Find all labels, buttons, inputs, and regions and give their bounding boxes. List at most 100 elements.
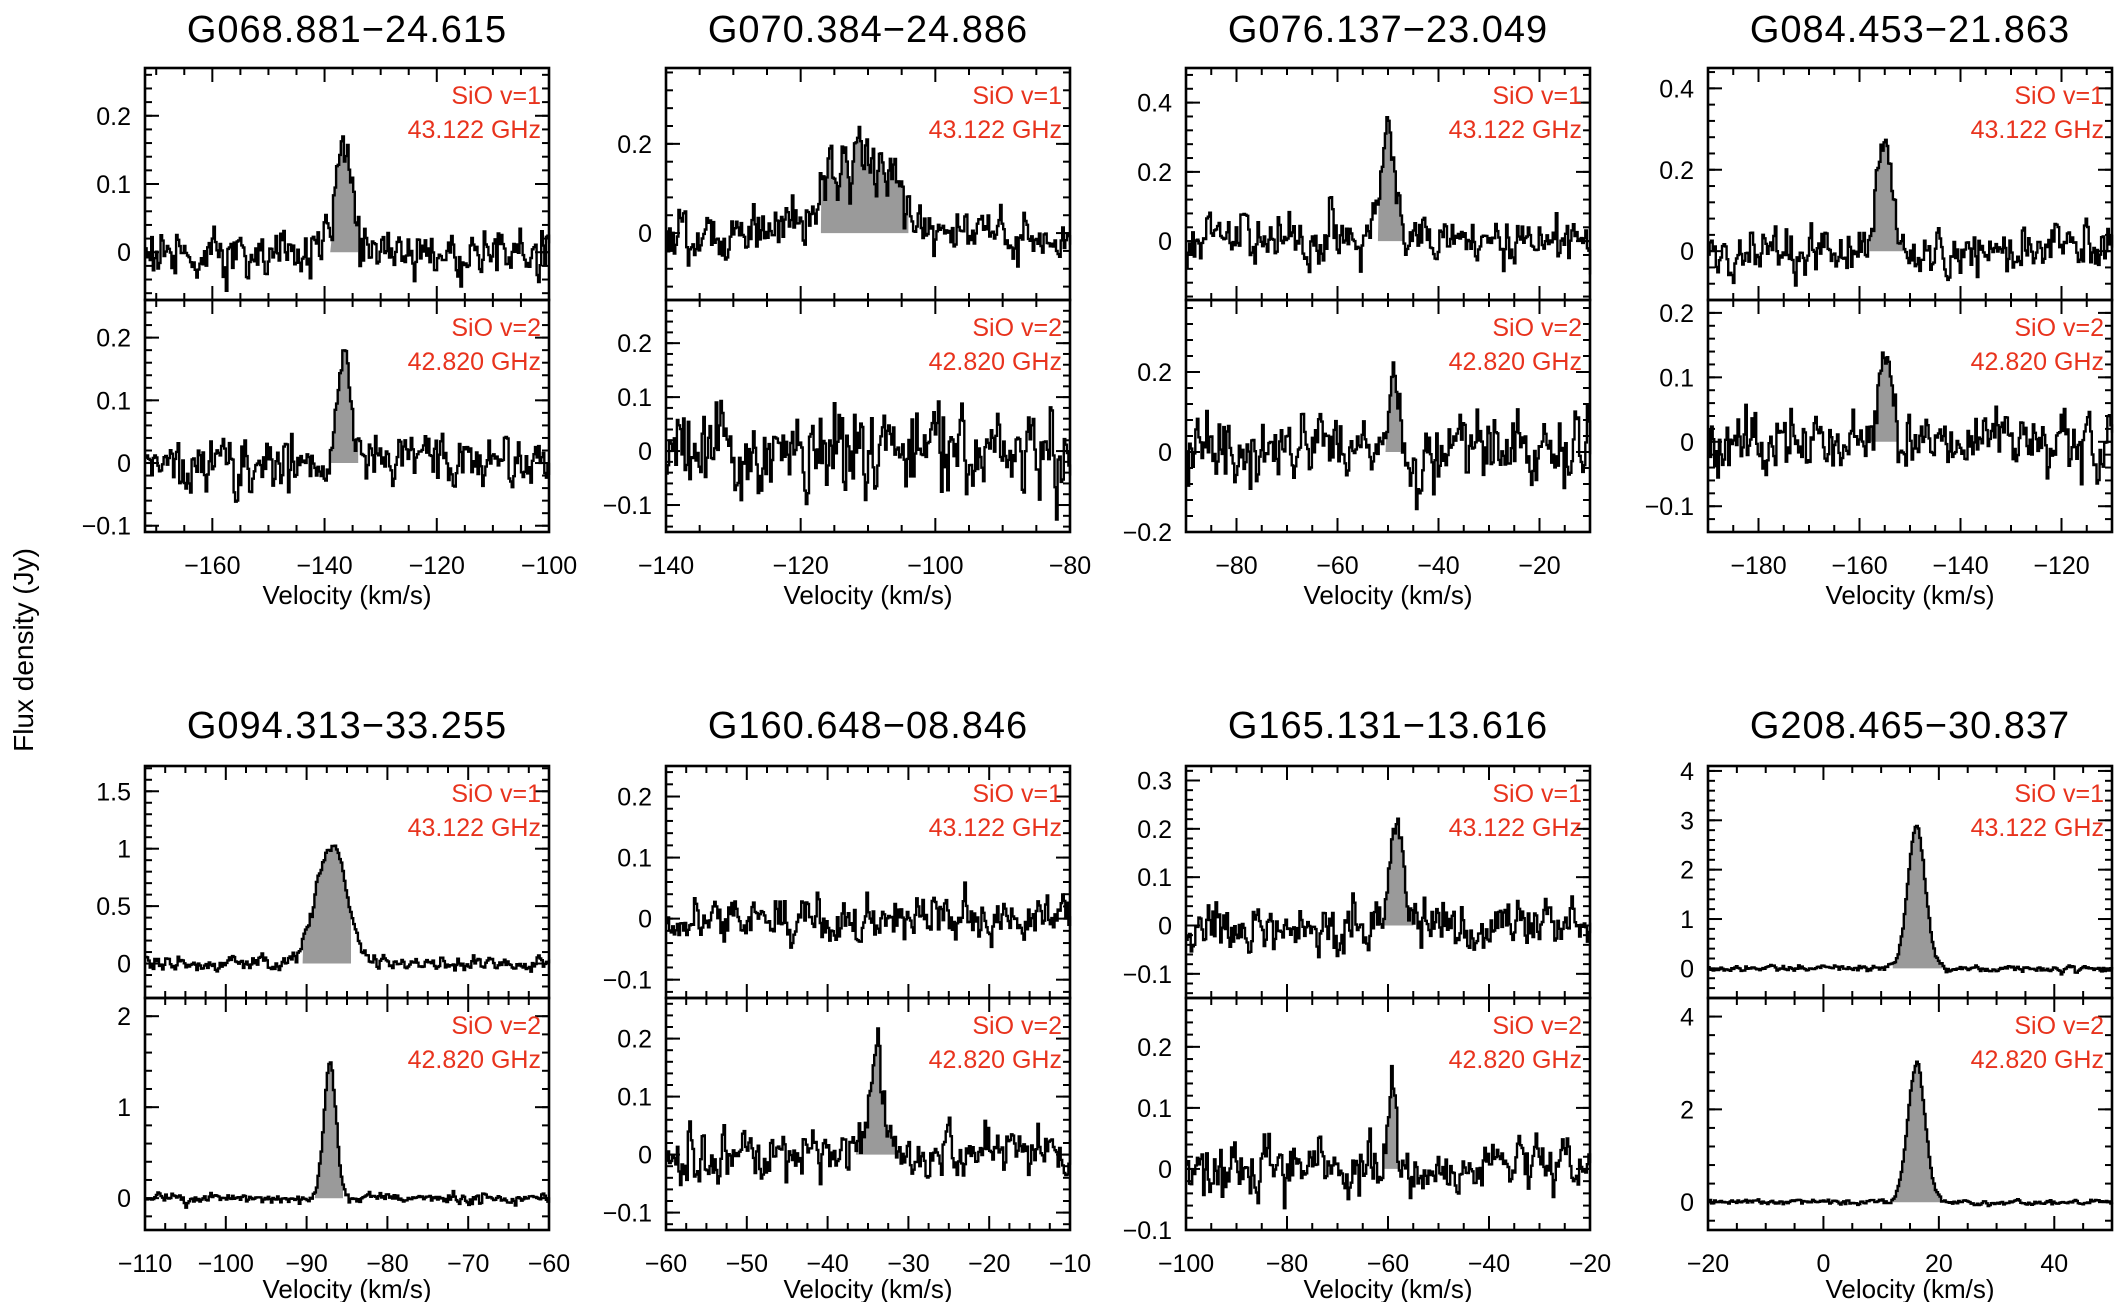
chart-title: G070.384−24.886 [708, 9, 1028, 51]
y-tick-label: 0 [1158, 439, 1172, 467]
line-label: 43.122 GHz [408, 116, 541, 144]
line-label: 43.122 GHz [929, 814, 1062, 842]
y-tick-label: 0.2 [617, 1026, 652, 1054]
y-tick-label: 0 [1158, 913, 1172, 941]
x-tick-label: −40 [1468, 1250, 1510, 1278]
chart-title: G160.648−08.846 [708, 705, 1028, 747]
chart-2: G070.384−24.886 0 0.2 SiO v=1 43.122 GHz −0.1… [603, 9, 1092, 610]
y-tick-label: 1 [117, 1094, 131, 1122]
y-tick-label: 2 [117, 1003, 131, 1031]
y-tick-label: 0.2 [1137, 816, 1172, 844]
panel-v1: −0.1 0 0.1 0.2 SiO v=1 43.122 GHz [603, 764, 1072, 1000]
panel-v1: 0 1 2 3 4 SiO v=1 43.122 GHz [1680, 758, 2114, 1000]
line-label: SiO v=2 [451, 314, 541, 342]
y-tick-label: 0 [638, 1142, 652, 1170]
line-label: SiO v=1 [1492, 780, 1582, 808]
y-tick-label: 0.2 [1137, 359, 1172, 387]
emission-fill [1892, 825, 1945, 969]
emission-fill [1869, 139, 1905, 252]
y-tick-label: −0.1 [603, 1200, 652, 1228]
line-label: SiO v=1 [972, 82, 1062, 110]
y-tick-label: 0.2 [617, 131, 652, 159]
x-axis-label: Velocity (km/s) [1825, 1274, 1994, 1302]
y-tick-label: −0.2 [1123, 519, 1172, 547]
spectrum-line [666, 125, 1072, 268]
line-label: 42.820 GHz [929, 1046, 1062, 1074]
line-label: 43.122 GHz [1971, 814, 2104, 842]
panel-v1: 0 0.2 0.4 SiO v=1 43.122 GHz [1137, 66, 1592, 302]
panel-frame [143, 298, 551, 534]
x-tick-label: −120 [2033, 552, 2089, 580]
chart-7: G165.131−13.616 −0.1 0 0.1 0.2 0.3 SiO v=1 43.1… [1123, 705, 1612, 1304]
chart-title: G076.137−23.049 [1228, 9, 1548, 51]
y-tick-label: 0.2 [96, 325, 131, 353]
line-label: SiO v=2 [2014, 314, 2104, 342]
spectrum-line [145, 349, 551, 503]
y-tick-label: 0.1 [96, 171, 131, 199]
y-tick-label: −0.1 [1645, 493, 1694, 521]
y-tick-label: 0 [638, 438, 652, 466]
x-tick-label: −180 [1730, 552, 1786, 580]
spectrum-line [1186, 116, 1592, 275]
panel-v2: 0 1 2 SiO v=2 42.820 GHz [117, 996, 551, 1232]
line-label: 42.820 GHz [1971, 348, 2104, 376]
line-label: 43.122 GHz [1449, 814, 1582, 842]
y-axis-label: Flux density (Jy) [8, 548, 39, 752]
spectrum-line [1708, 138, 2114, 287]
line-label: 42.820 GHz [408, 1046, 541, 1074]
panel-v2: −0.1 0 0.1 0.2 SiO v=2 42.820 GHz [82, 298, 551, 541]
x-tick-label: 0 [1816, 1250, 1830, 1278]
x-tick-label: −20 [1687, 1250, 1729, 1278]
y-tick-label: 0.3 [1137, 768, 1172, 796]
y-tick-label: −0.1 [1123, 1217, 1172, 1245]
x-tick-label: −50 [726, 1250, 768, 1278]
x-tick-label: −60 [528, 1250, 570, 1278]
y-tick-label: 0.1 [1137, 864, 1172, 892]
panel-v2: −0.1 0 0.1 0.2 SiO v=2 42.820 GHz [603, 298, 1072, 534]
x-axis-label: Velocity (km/s) [1303, 580, 1472, 610]
x-tick-label: −60 [1367, 1250, 1409, 1278]
x-tick-label: −20 [1569, 1250, 1611, 1278]
chart-title: G094.313−33.255 [187, 705, 507, 747]
chart-title: G068.881−24.615 [187, 9, 507, 51]
chart-3: G076.137−23.049 0 0.2 0.4 SiO v=1 43.122 GHz −… [1123, 9, 1592, 610]
y-tick-label: 0.2 [617, 784, 652, 812]
line-label: 43.122 GHz [408, 814, 541, 842]
panel-v1: −0.1 0 0.1 0.2 0.3 SiO v=1 43.122 GHz [1123, 764, 1592, 1000]
x-axis-label: Velocity (km/s) [1303, 1274, 1472, 1302]
emission-fill [1892, 1061, 1945, 1203]
line-label: SiO v=2 [972, 314, 1062, 342]
x-tick-label: −160 [1831, 552, 1887, 580]
panel-v2: −0.1 0 0.1 0.2 SiO v=2 42.820 GHz [1123, 996, 1592, 1245]
x-tick-label: −20 [1518, 552, 1560, 580]
chart-6: G160.648−08.846 −0.1 0 0.1 0.2 SiO v=1 43.122 … [603, 705, 1092, 1304]
line-label: SiO v=2 [1492, 314, 1582, 342]
x-axis-label: Velocity (km/s) [1825, 580, 1994, 610]
line-label: 43.122 GHz [929, 116, 1062, 144]
line-label: 42.820 GHz [408, 348, 541, 376]
y-tick-label: 1 [1680, 906, 1694, 934]
x-tick-label: −140 [638, 552, 694, 580]
y-tick-label: 1.5 [96, 778, 131, 806]
panel-v2: 0 2 4 SiO v=2 42.820 GHz [1680, 996, 2114, 1232]
line-label: 42.820 GHz [1971, 1046, 2104, 1074]
panel-v2: −0.1 0 0.1 0.2 SiO v=2 42.820 GHz [1645, 298, 2114, 534]
y-tick-label: −0.1 [603, 492, 652, 520]
line-label: SiO v=1 [972, 780, 1062, 808]
chart-title: G165.131−13.616 [1228, 705, 1548, 747]
y-tick-label: −0.1 [1123, 961, 1172, 989]
x-tick-label: −90 [285, 1250, 327, 1278]
x-tick-label: −120 [409, 552, 465, 580]
x-tick-label: −30 [887, 1250, 929, 1278]
line-label: 42.820 GHz [929, 348, 1062, 376]
y-tick-label: 0.2 [1137, 159, 1172, 187]
spectrum-line [1708, 824, 2114, 976]
y-tick-label: 4 [1680, 758, 1694, 786]
y-tick-label: 0.1 [617, 384, 652, 412]
emission-fill [1385, 362, 1401, 452]
y-tick-label: 0.1 [1137, 1095, 1172, 1123]
spectrum-line [666, 399, 1072, 521]
spectrum-line [1708, 351, 2114, 486]
x-tick-label: −140 [296, 552, 352, 580]
x-axis-label: Velocity (km/s) [262, 1274, 431, 1302]
